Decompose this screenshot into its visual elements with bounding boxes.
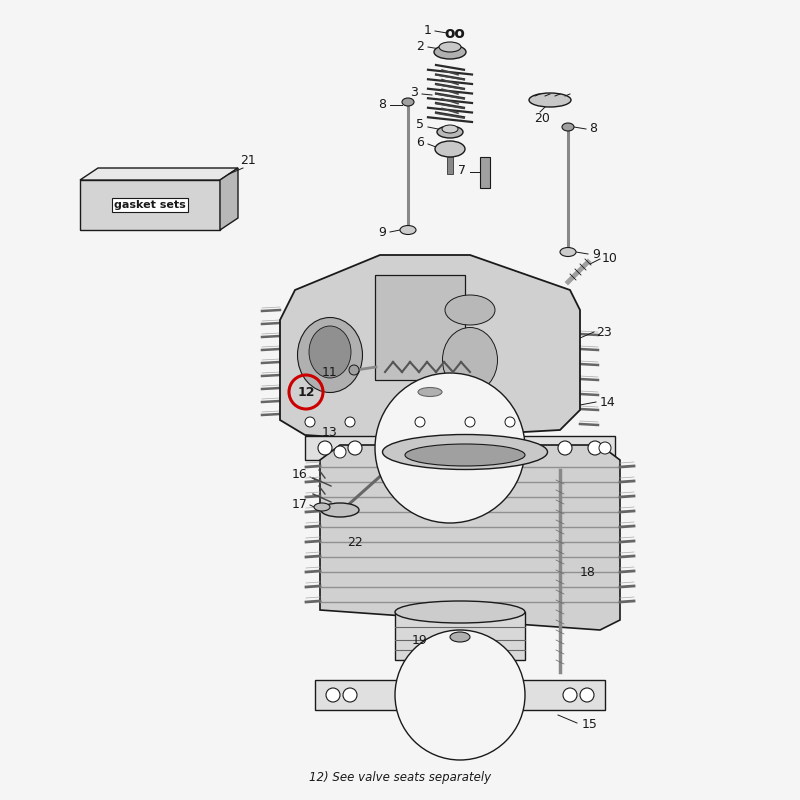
Text: 17: 17 bbox=[292, 498, 308, 511]
Ellipse shape bbox=[395, 601, 525, 623]
Polygon shape bbox=[395, 612, 525, 660]
Ellipse shape bbox=[435, 141, 465, 157]
Text: 20: 20 bbox=[534, 111, 550, 125]
Ellipse shape bbox=[560, 247, 576, 257]
Text: 16: 16 bbox=[292, 469, 308, 482]
Text: 10: 10 bbox=[602, 251, 618, 265]
Text: 2: 2 bbox=[416, 39, 424, 53]
Ellipse shape bbox=[434, 45, 466, 59]
Ellipse shape bbox=[445, 295, 495, 325]
Circle shape bbox=[348, 441, 362, 455]
Text: 12: 12 bbox=[298, 386, 314, 398]
Circle shape bbox=[563, 688, 577, 702]
Text: 7: 7 bbox=[458, 165, 466, 178]
Ellipse shape bbox=[382, 434, 547, 470]
Circle shape bbox=[326, 688, 340, 702]
Polygon shape bbox=[80, 168, 238, 180]
Ellipse shape bbox=[442, 125, 458, 133]
Circle shape bbox=[345, 417, 355, 427]
Polygon shape bbox=[80, 180, 220, 230]
Circle shape bbox=[375, 373, 525, 523]
Text: oo: oo bbox=[445, 26, 466, 41]
Circle shape bbox=[318, 441, 332, 455]
Circle shape bbox=[580, 688, 594, 702]
Text: 9: 9 bbox=[592, 249, 600, 262]
Ellipse shape bbox=[405, 444, 525, 466]
Ellipse shape bbox=[529, 93, 571, 107]
Ellipse shape bbox=[439, 42, 461, 52]
Text: gasket sets: gasket sets bbox=[114, 200, 186, 210]
Polygon shape bbox=[315, 680, 605, 710]
Text: 8: 8 bbox=[589, 122, 597, 134]
Text: 14: 14 bbox=[600, 395, 616, 409]
Circle shape bbox=[505, 417, 515, 427]
Text: 18: 18 bbox=[580, 566, 596, 578]
Text: 5: 5 bbox=[416, 118, 424, 131]
Text: 11: 11 bbox=[322, 366, 338, 379]
Ellipse shape bbox=[450, 632, 470, 642]
Polygon shape bbox=[220, 168, 238, 230]
Ellipse shape bbox=[437, 126, 463, 138]
Ellipse shape bbox=[442, 327, 498, 393]
Circle shape bbox=[349, 365, 359, 375]
Polygon shape bbox=[305, 436, 615, 460]
Text: 8: 8 bbox=[378, 98, 386, 110]
Ellipse shape bbox=[402, 98, 414, 106]
Text: 3: 3 bbox=[410, 86, 418, 99]
Circle shape bbox=[599, 442, 611, 454]
Ellipse shape bbox=[309, 326, 351, 378]
Ellipse shape bbox=[321, 503, 359, 517]
Circle shape bbox=[343, 688, 357, 702]
Circle shape bbox=[588, 441, 602, 455]
Text: 22: 22 bbox=[347, 535, 363, 549]
Circle shape bbox=[558, 441, 572, 455]
Ellipse shape bbox=[314, 503, 330, 511]
Text: 19: 19 bbox=[412, 634, 428, 646]
Ellipse shape bbox=[562, 123, 574, 131]
Circle shape bbox=[395, 630, 525, 760]
Ellipse shape bbox=[418, 387, 442, 397]
Text: 9: 9 bbox=[378, 226, 386, 239]
Circle shape bbox=[334, 446, 346, 458]
Polygon shape bbox=[447, 157, 453, 174]
Polygon shape bbox=[320, 445, 620, 630]
Polygon shape bbox=[375, 275, 465, 380]
Polygon shape bbox=[280, 255, 580, 440]
Text: 21: 21 bbox=[240, 154, 256, 166]
Polygon shape bbox=[480, 157, 490, 188]
Circle shape bbox=[465, 417, 475, 427]
Text: 15: 15 bbox=[582, 718, 598, 731]
Text: 12) See valve seats separately: 12) See valve seats separately bbox=[309, 771, 491, 785]
Circle shape bbox=[305, 417, 315, 427]
Text: 6: 6 bbox=[416, 135, 424, 149]
Circle shape bbox=[415, 417, 425, 427]
Ellipse shape bbox=[400, 226, 416, 234]
Text: 23: 23 bbox=[596, 326, 612, 338]
Text: 13: 13 bbox=[322, 426, 338, 438]
Text: 1: 1 bbox=[424, 23, 432, 37]
Ellipse shape bbox=[298, 318, 362, 393]
